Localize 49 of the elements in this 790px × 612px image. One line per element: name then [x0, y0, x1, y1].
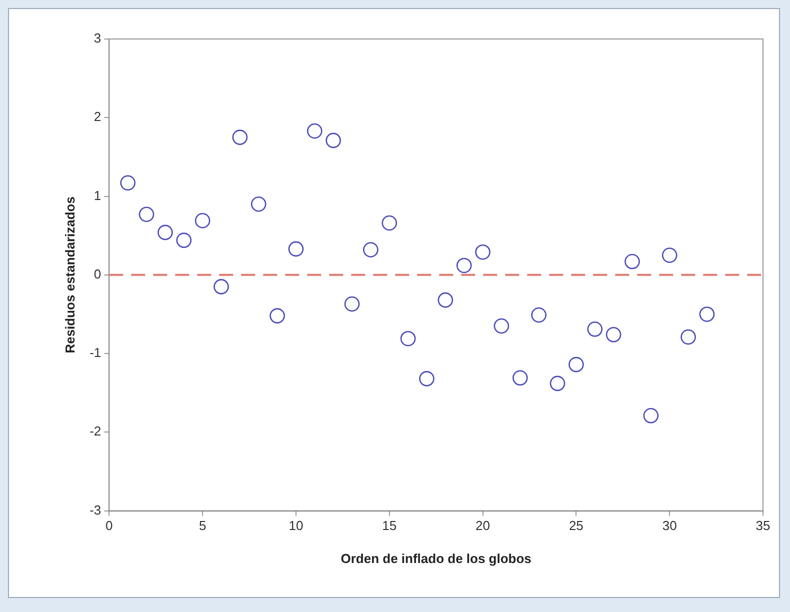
- point: [250, 196, 266, 212]
- x-tick-label: 30: [662, 518, 677, 534]
- x-tick-label: 20: [476, 518, 490, 534]
- y-tick-label: -2: [90, 424, 102, 439]
- x-tick-label: 25: [568, 518, 584, 534]
- x-axis-title: Orden de inflado de los globos: [340, 550, 532, 566]
- point: [680, 329, 696, 345]
- point: [512, 370, 528, 386]
- y-tick-label: -3: [90, 502, 102, 518]
- point: [606, 327, 622, 342]
- point: [400, 330, 416, 346]
- point: [550, 376, 566, 392]
- point: [438, 292, 454, 308]
- point: [699, 306, 715, 322]
- point: [382, 215, 398, 231]
- point: [419, 371, 434, 386]
- point: [475, 244, 490, 260]
- point: [326, 132, 341, 148]
- point: [158, 224, 173, 240]
- point: [232, 130, 248, 145]
- point: [214, 279, 229, 294]
- point: [176, 232, 192, 248]
- point: [531, 307, 546, 323]
- point: [138, 206, 154, 222]
- point: [624, 254, 640, 270]
- point: [494, 318, 510, 334]
- y-tick-label: 1: [94, 188, 102, 203]
- point: [120, 175, 136, 191]
- point: [288, 241, 304, 257]
- y-axis-title: Residuos estandarizados: [62, 196, 78, 354]
- point: [587, 322, 603, 337]
- point: [568, 356, 584, 372]
- point: [643, 408, 659, 424]
- point: [662, 248, 678, 263]
- point: [363, 242, 378, 258]
- y-tick-label: 2: [94, 109, 102, 124]
- x-tick-label: 0: [106, 518, 113, 534]
- y-tick-label: -1: [90, 345, 102, 360]
- point: [194, 212, 210, 228]
- y-tick-label: 3: [94, 30, 102, 46]
- y-tick-label: 0: [94, 266, 102, 282]
- point: [344, 296, 360, 312]
- x-tick-label: 10: [288, 518, 304, 534]
- point: [307, 123, 322, 139]
- point: [456, 258, 472, 274]
- point: [270, 308, 285, 324]
- x-tick-label: 5: [198, 518, 206, 534]
- x-tick-label: 35: [756, 518, 770, 534]
- x-tick-label: 15: [382, 518, 397, 534]
